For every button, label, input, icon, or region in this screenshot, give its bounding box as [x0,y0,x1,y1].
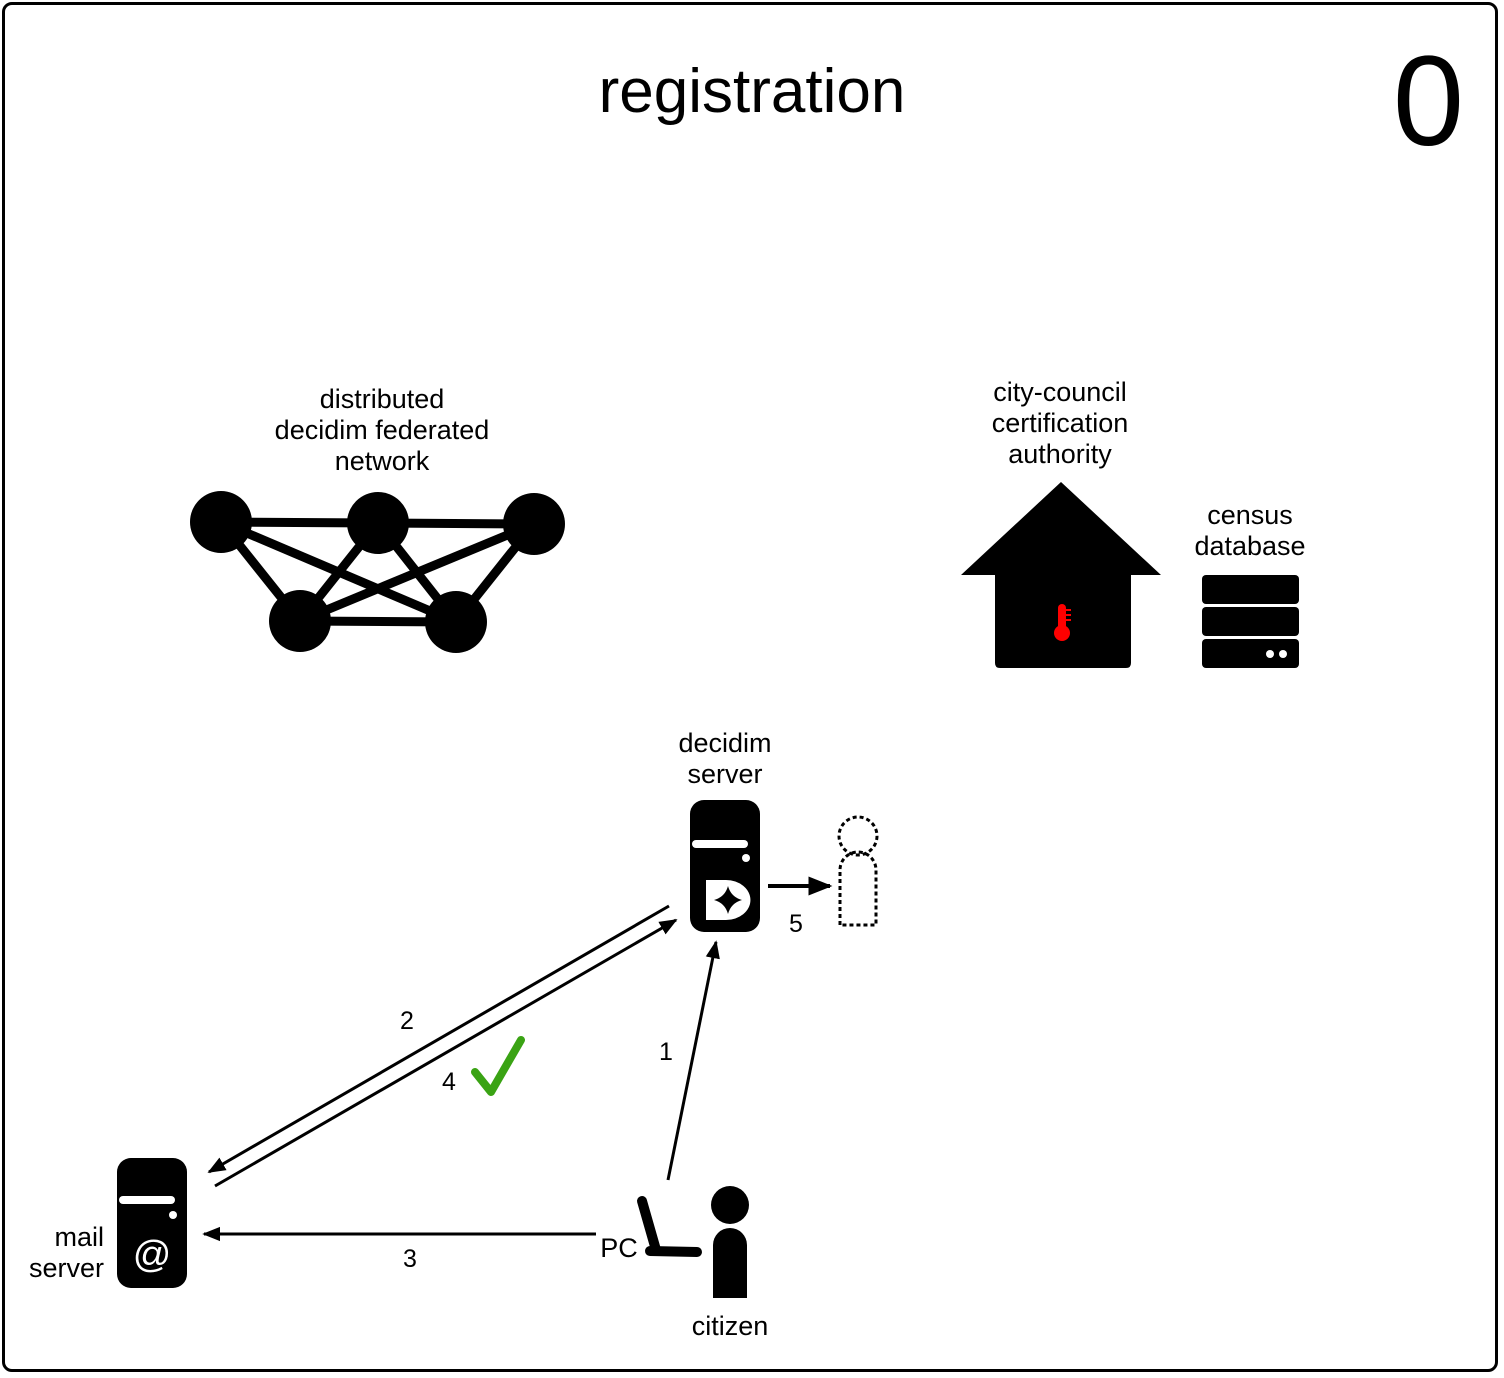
page-title: registration [598,57,906,126]
house-icon [961,482,1161,668]
decidim-server-label: decidim server [678,728,772,789]
arrow-1 [666,940,720,1181]
database-icon [1202,575,1299,668]
citizen-icon [711,1186,749,1298]
pc-label: PC [600,1233,638,1263]
check-icon [471,1036,525,1096]
mail-server-icon [117,1158,187,1288]
at-sign-icon: @ [132,1234,172,1276]
decidim-server-icon [690,800,760,932]
arrow-2 [207,904,670,1174]
new-user-placeholder-icon [837,815,879,927]
mail-server-label: mail server [28,1222,104,1283]
step-label-3: 3 [403,1245,417,1273]
step-number: 0 [1392,30,1464,173]
step-label-2: 2 [400,1007,414,1035]
step-label-1: 1 [659,1038,673,1066]
authority-label: city-council certification authority [991,377,1129,469]
citizen-label: citizen [691,1311,769,1341]
census-label: census database [1194,500,1306,561]
thermometer-icon [1054,604,1071,641]
network-label: distributed decidim federated network [274,384,490,476]
laptop-icon [637,1196,702,1257]
arrow-4 [214,918,678,1188]
step-label-4: 4 [442,1068,456,1096]
step-label-5: 5 [789,910,803,938]
network-graph-icon [190,491,565,653]
